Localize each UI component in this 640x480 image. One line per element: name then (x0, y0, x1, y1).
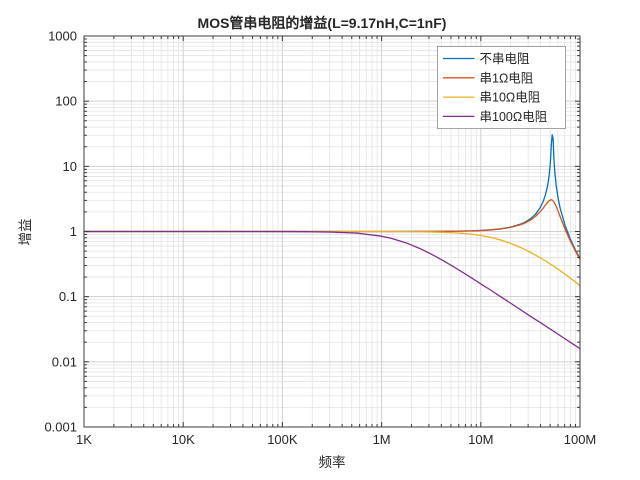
legend-entry-label-0: 不串电阻 (480, 52, 531, 66)
x-axis-label: 频率 (319, 454, 346, 470)
y-tick-labels: 1000 100 10 1 0.1 0.01 0.001 (44, 29, 77, 435)
series-line-3 (84, 230, 580, 350)
y-axis-label: 增益 (18, 219, 33, 246)
x-tick-label: 1M (373, 432, 391, 447)
y-tick-label: 100 (55, 94, 77, 109)
y-tick-label: 0.1 (59, 289, 77, 304)
series-lines (84, 134, 580, 350)
y-tick-label: 1000 (48, 29, 77, 44)
y-tick-label: 1 (70, 224, 77, 239)
x-tick-label: 1K (76, 432, 92, 447)
x-tick-labels: 1K 10K 100K 1M 10M 100M (76, 432, 596, 447)
y-tick-label: 0.001 (44, 420, 77, 435)
series-line-2 (84, 230, 580, 287)
tick-marks (83, 35, 581, 428)
legend-entry-label-2: 串10Ω电阻 (480, 91, 541, 105)
legend-entry-label-1: 串1Ω电阻 (480, 71, 534, 85)
legend-frame (437, 46, 566, 129)
x-tick-label: 100M (564, 432, 597, 447)
legend-entry-label-3: 串100Ω电阻 (480, 110, 548, 124)
chart-title: MOS管串电阻的增益(L=9.17nH,C=1nF) (198, 15, 447, 31)
y-tick-label: 10 (63, 159, 77, 174)
x-tick-label: 10K (172, 432, 195, 447)
y-tick-label: 0.01 (52, 354, 77, 369)
x-tick-label: 10M (468, 432, 493, 447)
x-tick-label: 100K (267, 432, 298, 447)
